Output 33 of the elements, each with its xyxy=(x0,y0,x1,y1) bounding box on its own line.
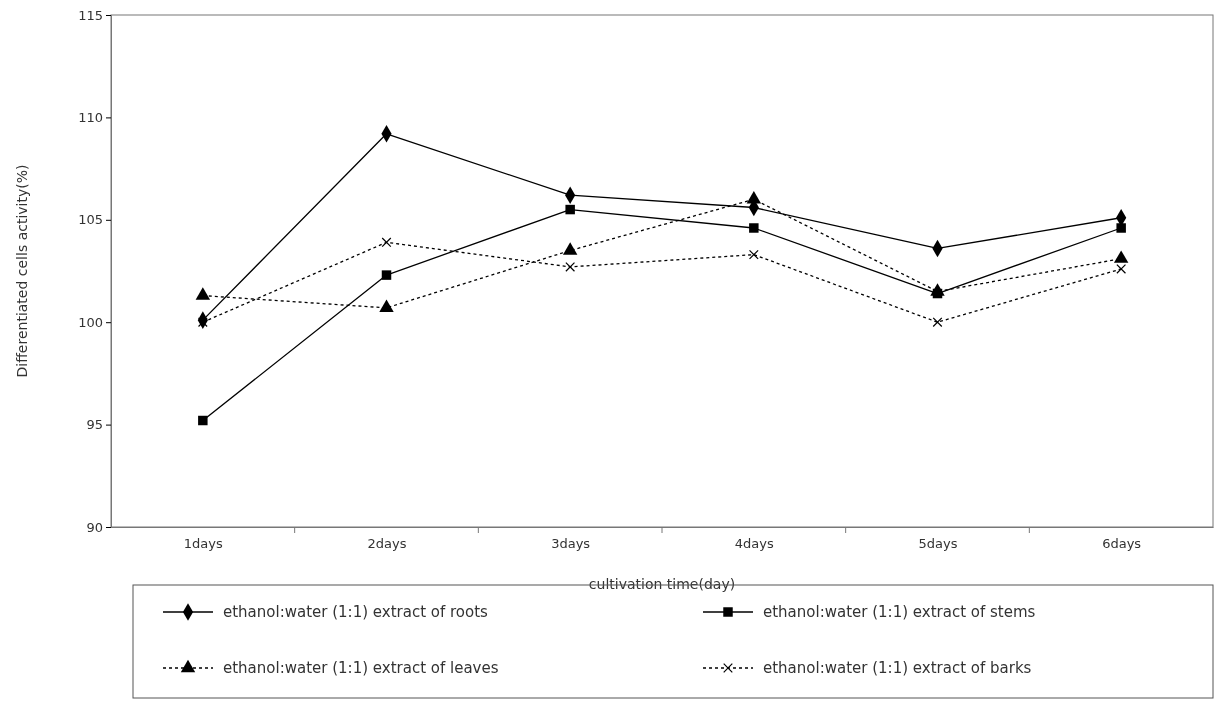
legend-label: ethanol:water (1:1) extract of roots xyxy=(223,603,489,621)
y-tick-label: 105 xyxy=(78,212,103,228)
x-axis-title: cultivation time(day) xyxy=(588,576,736,592)
point xyxy=(565,262,576,272)
y-tick-label: 110 xyxy=(78,110,103,126)
y-axis-title: Differentiated cells activity(%) xyxy=(14,164,30,378)
x-tick-label: 1days xyxy=(183,536,224,552)
legend-label: ethanol:water (1:1) extract of stems xyxy=(763,603,1036,621)
y-tick-label: 100 xyxy=(78,314,103,330)
x-tick-label: 5days xyxy=(918,536,958,552)
x-tick-label: 2days xyxy=(367,536,407,552)
point xyxy=(1113,250,1129,263)
point xyxy=(381,237,392,248)
y-tick-label: 95 xyxy=(86,417,103,433)
point xyxy=(565,204,575,215)
point xyxy=(379,299,394,313)
point xyxy=(381,270,392,280)
point xyxy=(749,223,759,233)
point xyxy=(195,287,211,300)
point xyxy=(198,415,208,426)
point xyxy=(748,249,759,260)
y-tick-label: 115 xyxy=(78,7,103,23)
point xyxy=(932,288,943,299)
legend-label: ethanol:water (1:1) extract of leaves xyxy=(223,659,499,677)
point xyxy=(932,317,943,328)
y-tick-label: 90 xyxy=(86,519,103,535)
x-tick-label: 3days xyxy=(551,536,591,552)
point xyxy=(1116,264,1127,274)
x-tick-label: 4days xyxy=(734,536,775,552)
x-tick-label: 6days xyxy=(1102,536,1142,552)
legend-label: ethanol:water (1:1) extract of barks xyxy=(763,659,1032,677)
point xyxy=(562,242,578,255)
point xyxy=(1116,223,1126,233)
